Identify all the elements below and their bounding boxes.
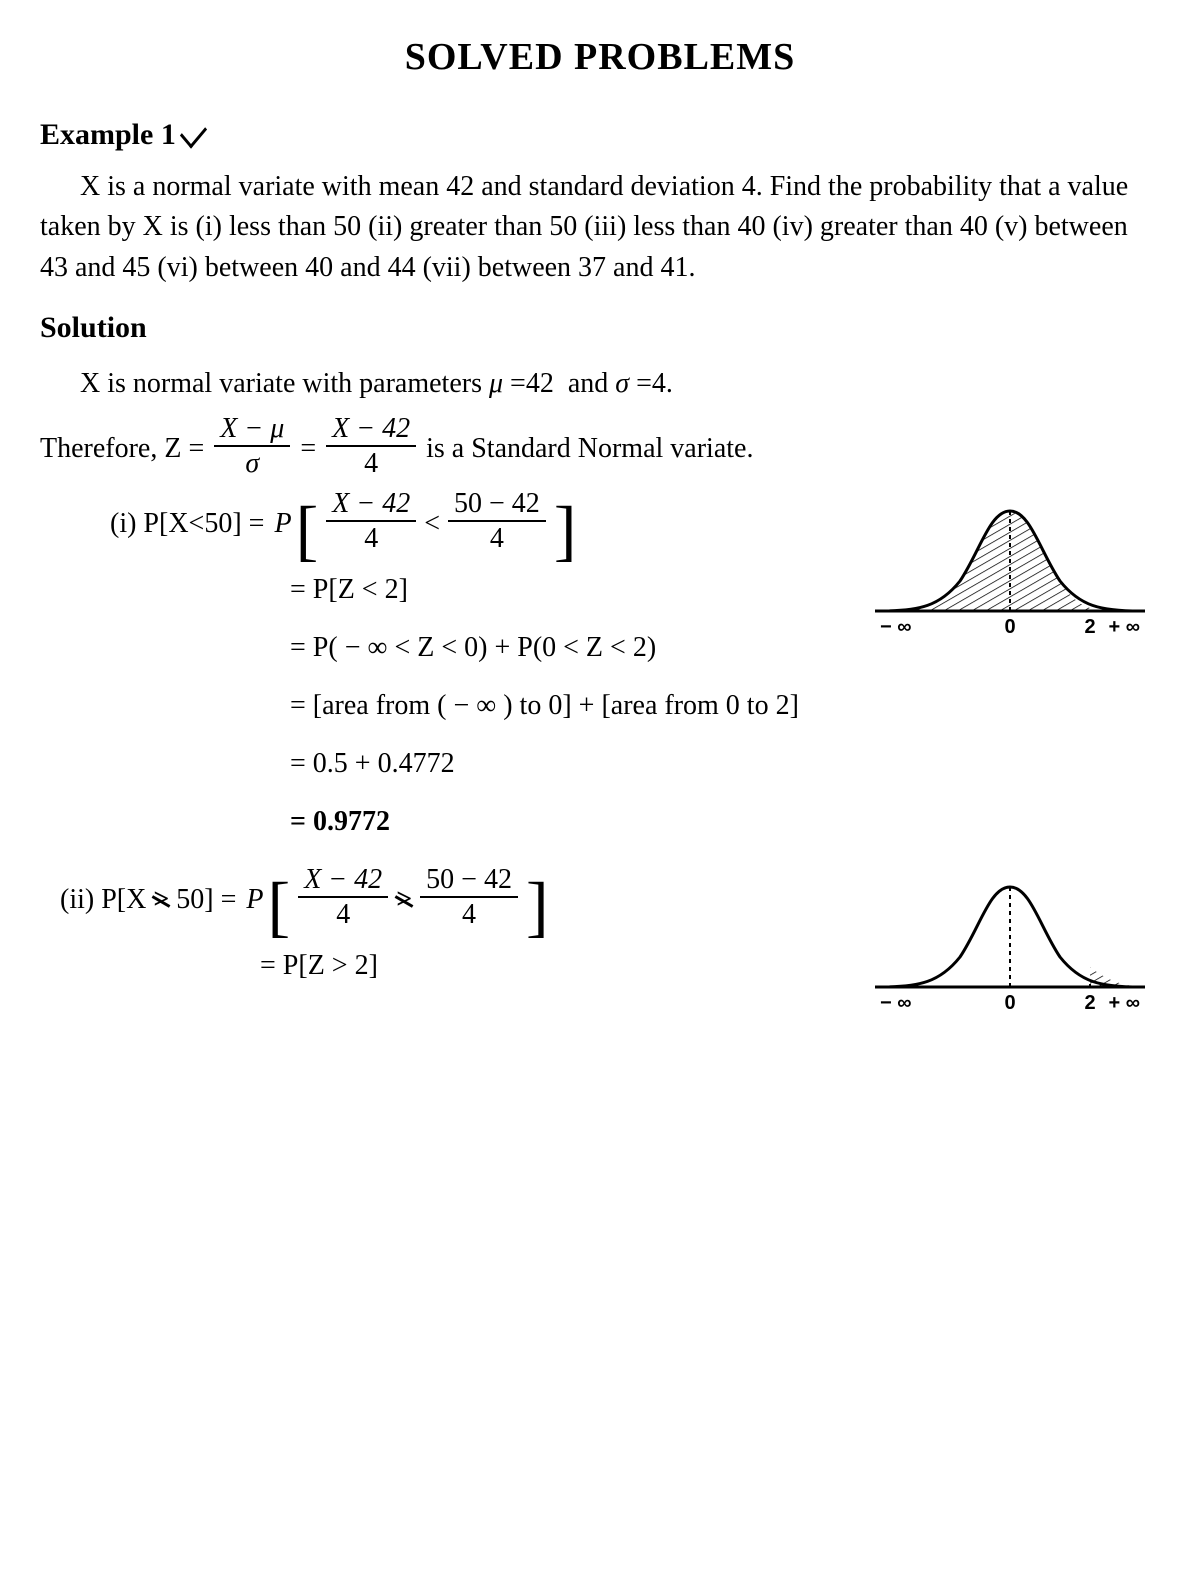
- part-ii-rhs1: P [ X − 42 4 > 50 − 42 4 ]: [246, 867, 548, 933]
- checkmark-icon: [177, 122, 207, 152]
- z-frac1-num: X − μ: [214, 414, 290, 447]
- axis-two-2: 2: [1084, 992, 1095, 1014]
- equals-1: =: [300, 429, 316, 470]
- pi-op: <: [424, 504, 440, 545]
- problem-statement: X is a normal variate with mean 42 and s…: [40, 167, 1160, 289]
- pii-f1n: X − 42: [298, 865, 388, 898]
- normal-curve-graph-2: − ∞ 0 2 + ∞: [860, 857, 1160, 1037]
- pii-frac1: X − 42 4: [298, 865, 388, 931]
- z-frac-1: X − μ σ: [214, 414, 290, 480]
- mu-value: =42: [510, 368, 554, 399]
- example-heading: Example 1: [40, 113, 207, 157]
- pii-f1d: 4: [298, 898, 388, 932]
- axis-zero-2: 0: [1004, 992, 1015, 1014]
- sol-param-prefix: X is normal variate with parameters: [80, 368, 482, 399]
- pi-f1d: 4: [326, 522, 416, 556]
- p-letter-ii: P: [246, 880, 263, 921]
- part-ii-block: − ∞ 0 2 + ∞ (ii) P[X > 50] = P [ X − 42 …: [40, 867, 1160, 991]
- pi-frac2: 50 − 42 4: [448, 489, 546, 555]
- pii-l2: = P[Z > 2]: [260, 946, 378, 987]
- pi-l4: = [area from ( − ∞ ) to 0] + [area from …: [290, 686, 799, 727]
- axis-neg-inf-1: − ∞: [880, 616, 912, 638]
- pii-label-pre: (ii) P[X: [60, 884, 153, 915]
- shaded-region-1: [880, 511, 1090, 611]
- pii-label-tail: 50] =: [169, 884, 236, 915]
- axis-pos-inf-1: + ∞: [1109, 616, 1141, 638]
- example-label: Example: [40, 118, 153, 151]
- solution-heading: Solution: [40, 306, 1160, 350]
- pi-f2d: 4: [448, 522, 546, 556]
- part-i-rhs1: P [ X − 42 4 < 50 − 42 4 ]: [274, 491, 576, 557]
- part-i-line4: = [area from ( − ∞ ) to 0] + [area from …: [290, 681, 1160, 731]
- z-frac-2: X − 42 4: [326, 414, 416, 480]
- pi-l5: = 0.5 + 0.4772: [290, 744, 455, 785]
- part-i-block: − ∞ 0 2 + ∞ (i) P[X<50] = P [ X − 42 4 <…: [40, 491, 1160, 847]
- z-frac2-den: 4: [326, 447, 416, 481]
- pii-f2n: 50 − 42: [420, 865, 518, 898]
- solution-params-line: X is normal variate with parameters μ =4…: [40, 364, 1160, 405]
- pi-l6: = 0.9772: [290, 802, 390, 843]
- z-frac2-num: X − 42: [326, 414, 416, 447]
- part-ii-label: (ii) P[X > 50] =: [60, 880, 236, 921]
- pii-frac2: 50 − 42 4: [420, 865, 518, 931]
- pii-f2d: 4: [420, 898, 518, 932]
- mu-symbol: μ: [489, 368, 503, 399]
- axis-two-1: 2: [1084, 616, 1095, 638]
- p-letter-i: P: [274, 504, 291, 545]
- struckthrough-gt-op-icon: >: [396, 880, 412, 921]
- page-title: SOLVED PROBLEMS: [40, 30, 1160, 85]
- pi-f1n: X − 42: [326, 489, 416, 522]
- pi-frac1: X − 42 4: [326, 489, 416, 555]
- sigma-symbol: σ: [615, 368, 629, 399]
- snv-tail: is a Standard Normal variate.: [426, 429, 753, 470]
- and-word: and: [568, 368, 608, 399]
- axis-pos-inf-2: + ∞: [1109, 992, 1141, 1014]
- therefore-label: Therefore, Z =: [40, 429, 204, 470]
- sigma-value: =4.: [636, 368, 673, 399]
- pi-l2: = P[Z < 2]: [290, 570, 408, 611]
- part-i-line6: = 0.9772: [290, 797, 1160, 847]
- pi-l3: = P( − ∞ < Z < 0) + P(0 < Z < 2): [290, 628, 656, 669]
- z-definition-line: Therefore, Z = X − μ σ = X − 42 4 is a S…: [40, 416, 1160, 482]
- pi-f2n: 50 − 42: [448, 489, 546, 522]
- axis-neg-inf-2: − ∞: [880, 992, 912, 1014]
- example-number: 1: [161, 118, 176, 151]
- axis-zero-1: 0: [1004, 616, 1015, 638]
- part-i-label: (i) P[X<50] =: [110, 504, 264, 545]
- normal-curve-graph-1: − ∞ 0 2 + ∞: [860, 481, 1160, 661]
- struckthrough-gt-icon: >: [153, 880, 169, 921]
- z-frac1-den: σ: [214, 447, 290, 481]
- part-i-line5: = 0.5 + 0.4772: [290, 739, 1160, 789]
